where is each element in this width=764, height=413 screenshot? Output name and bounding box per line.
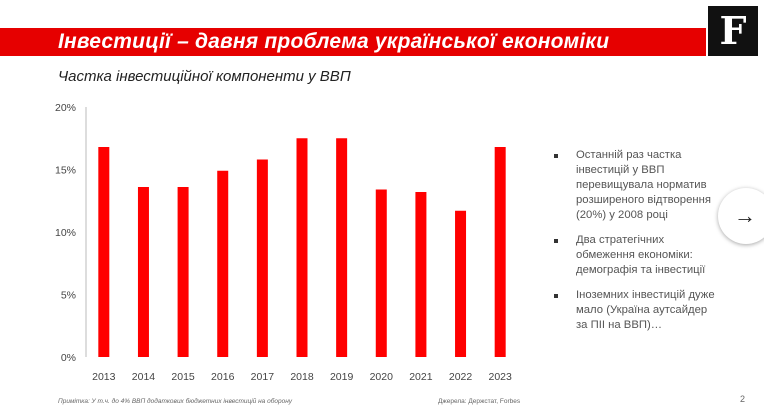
bars bbox=[98, 138, 506, 357]
page-title: Інвестиції – давня проблема української … bbox=[58, 30, 610, 53]
bar-chart: 0%5%10%15%20% 2013 2014 2015 2016 2017 2018 20… bbox=[55, 102, 512, 383]
x-tick-label: 2023 bbox=[489, 371, 513, 383]
x-tick-label: 2020 bbox=[370, 371, 394, 383]
bar-2018 bbox=[296, 138, 308, 357]
bar-2013 bbox=[98, 147, 110, 357]
bullet-item: Іноземних інвестицій дуже мало (Україна … bbox=[550, 288, 720, 333]
bar-2014 bbox=[137, 187, 149, 357]
next-slide-button[interactable]: → bbox=[718, 188, 764, 244]
bar-2019 bbox=[336, 138, 348, 357]
footnote: Примітка: У т.ч. до 4% ВВП додаткових бю… bbox=[58, 398, 293, 405]
x-tick-label: 2016 bbox=[211, 371, 235, 383]
bullet-item: Два стратегічних обмеження економіки: де… bbox=[550, 233, 720, 278]
x-tick-label: 2021 bbox=[409, 371, 433, 383]
x-tick-label: 2017 bbox=[251, 371, 275, 383]
bar-2015 bbox=[177, 187, 189, 357]
y-tick-label: 10% bbox=[55, 227, 76, 239]
y-axis: 0% 5% 10% 15% 20% bbox=[55, 102, 87, 364]
bar-2017 bbox=[256, 159, 268, 357]
arrow-right-icon: → bbox=[734, 203, 756, 228]
x-tick-label: 2022 bbox=[449, 371, 473, 383]
x-tick-label: 2018 bbox=[290, 371, 314, 383]
bar-2021 bbox=[415, 192, 427, 357]
x-axis: 2013 2014 2015 2016 2017 2018 2019 2020 2021 2022… bbox=[92, 371, 512, 383]
y-tick-label: 15% bbox=[55, 165, 76, 177]
x-tick-label: 2013 bbox=[92, 371, 116, 383]
y-tick-label: 0% bbox=[61, 352, 76, 364]
bar-2023 bbox=[494, 147, 506, 357]
x-tick-label: 2015 bbox=[171, 371, 195, 383]
x-tick-label: 2019 bbox=[330, 371, 354, 383]
y-tick-label: 5% bbox=[61, 290, 76, 302]
bar-2016 bbox=[217, 170, 229, 357]
bar-2020 bbox=[375, 189, 387, 357]
page-number: 2 bbox=[740, 394, 746, 404]
title-banner: Інвестиції – давня проблема української … bbox=[0, 28, 706, 56]
forbes-logo: F bbox=[708, 6, 758, 56]
x-tick-label: 2014 bbox=[132, 371, 156, 383]
bullet-item: Останній раз частка інвестицій у ВВП пер… bbox=[550, 148, 720, 223]
bullet-list: Останній раз частка інвестицій у ВВП пер… bbox=[550, 148, 720, 343]
source-note: Джерела: Держстат, Forbes bbox=[438, 398, 521, 405]
bar-2022 bbox=[455, 210, 467, 357]
y-tick-label: 20% bbox=[55, 102, 76, 114]
chart-title: Частка інвестиційної компоненти у ВВП bbox=[58, 68, 351, 85]
